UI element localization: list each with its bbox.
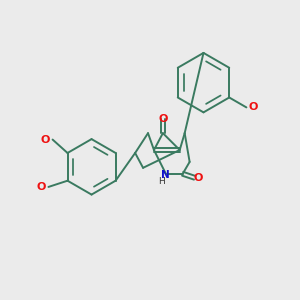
Text: O: O [248,102,258,112]
Text: O: O [40,135,50,145]
Text: N: N [161,170,170,180]
Text: O: O [158,114,168,124]
Text: O: O [194,173,203,183]
Text: O: O [36,182,46,192]
Text: H: H [158,177,165,186]
